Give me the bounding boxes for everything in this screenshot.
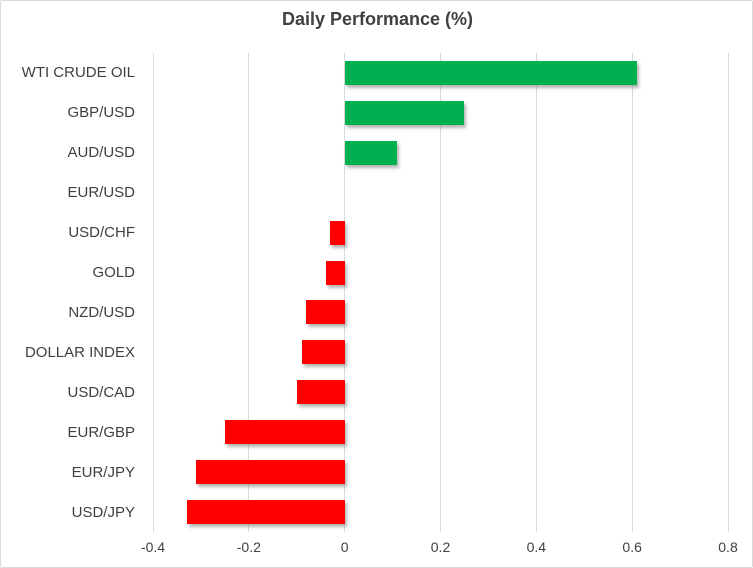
- x-tick-label--0.4: -0.4: [140, 539, 166, 555]
- bar-nzd-usd: [306, 300, 345, 325]
- bar-gbp-usd: [344, 100, 465, 125]
- gridline-0.8: [727, 53, 729, 532]
- gridline-0: [344, 53, 346, 532]
- category-label-wti-crude-oil: WTI CRUDE OIL: [21, 64, 135, 82]
- bar-gold: [325, 260, 345, 285]
- category-label-aud-usd: AUD/USD: [67, 144, 135, 162]
- bar-eur-gbp: [224, 420, 345, 445]
- bar-dollar-index: [301, 340, 345, 365]
- x-tick-label-0.4: 0.4: [526, 539, 547, 555]
- gridline-0.4: [535, 53, 537, 532]
- x-tick-label-0.6: 0.6: [622, 539, 642, 555]
- category-label-usd-chf: USD/CHF: [68, 224, 135, 242]
- category-label-dollar-index: DOLLAR INDEX: [24, 343, 135, 361]
- category-label-usd-jpy: USD/JPY: [71, 503, 135, 521]
- gridline--0.4: [152, 53, 154, 532]
- category-label-eur-usd: EUR/USD: [67, 184, 135, 202]
- category-label-usd-cad: USD/CAD: [67, 383, 135, 401]
- bar-usd-jpy: [186, 500, 345, 525]
- category-axis-labels: WTI CRUDE OIL GBP/USD AUD/USD EUR/USD USD/CH…: [1, 53, 135, 532]
- bar-usd-chf: [330, 220, 345, 245]
- category-label-gbp-usd: GBP/USD: [67, 104, 135, 122]
- gridline--0.2: [248, 53, 250, 532]
- category-label-eur-jpy: EUR/JPY: [71, 463, 135, 481]
- bar-eur-jpy: [196, 460, 345, 485]
- bar-aud-usd: [344, 140, 398, 165]
- chart-title: Daily Performance (%): [281, 9, 474, 29]
- gridline-0.2: [440, 53, 441, 532]
- x-tick-label-0: 0: [340, 539, 349, 555]
- plot-area: [152, 53, 729, 532]
- x-tick-label--0.2: -0.2: [236, 539, 261, 555]
- bar-usd-cad: [296, 380, 345, 405]
- x-tick-label-0.2: 0.2: [430, 539, 451, 555]
- category-label-eur-gbp: EUR/GBP: [67, 423, 135, 441]
- bar-wti-crude-oil: [344, 60, 637, 85]
- gridline-0.6: [631, 53, 633, 532]
- x-tick-label-0.8: 0.8: [718, 539, 738, 555]
- value-axis-labels: -0.4 -0.2 0 0.2 0.4 0.6 0.8: [1, 539, 752, 559]
- category-label-gold: GOLD: [92, 264, 135, 282]
- category-label-nzd-usd: NZD/USD: [68, 303, 135, 321]
